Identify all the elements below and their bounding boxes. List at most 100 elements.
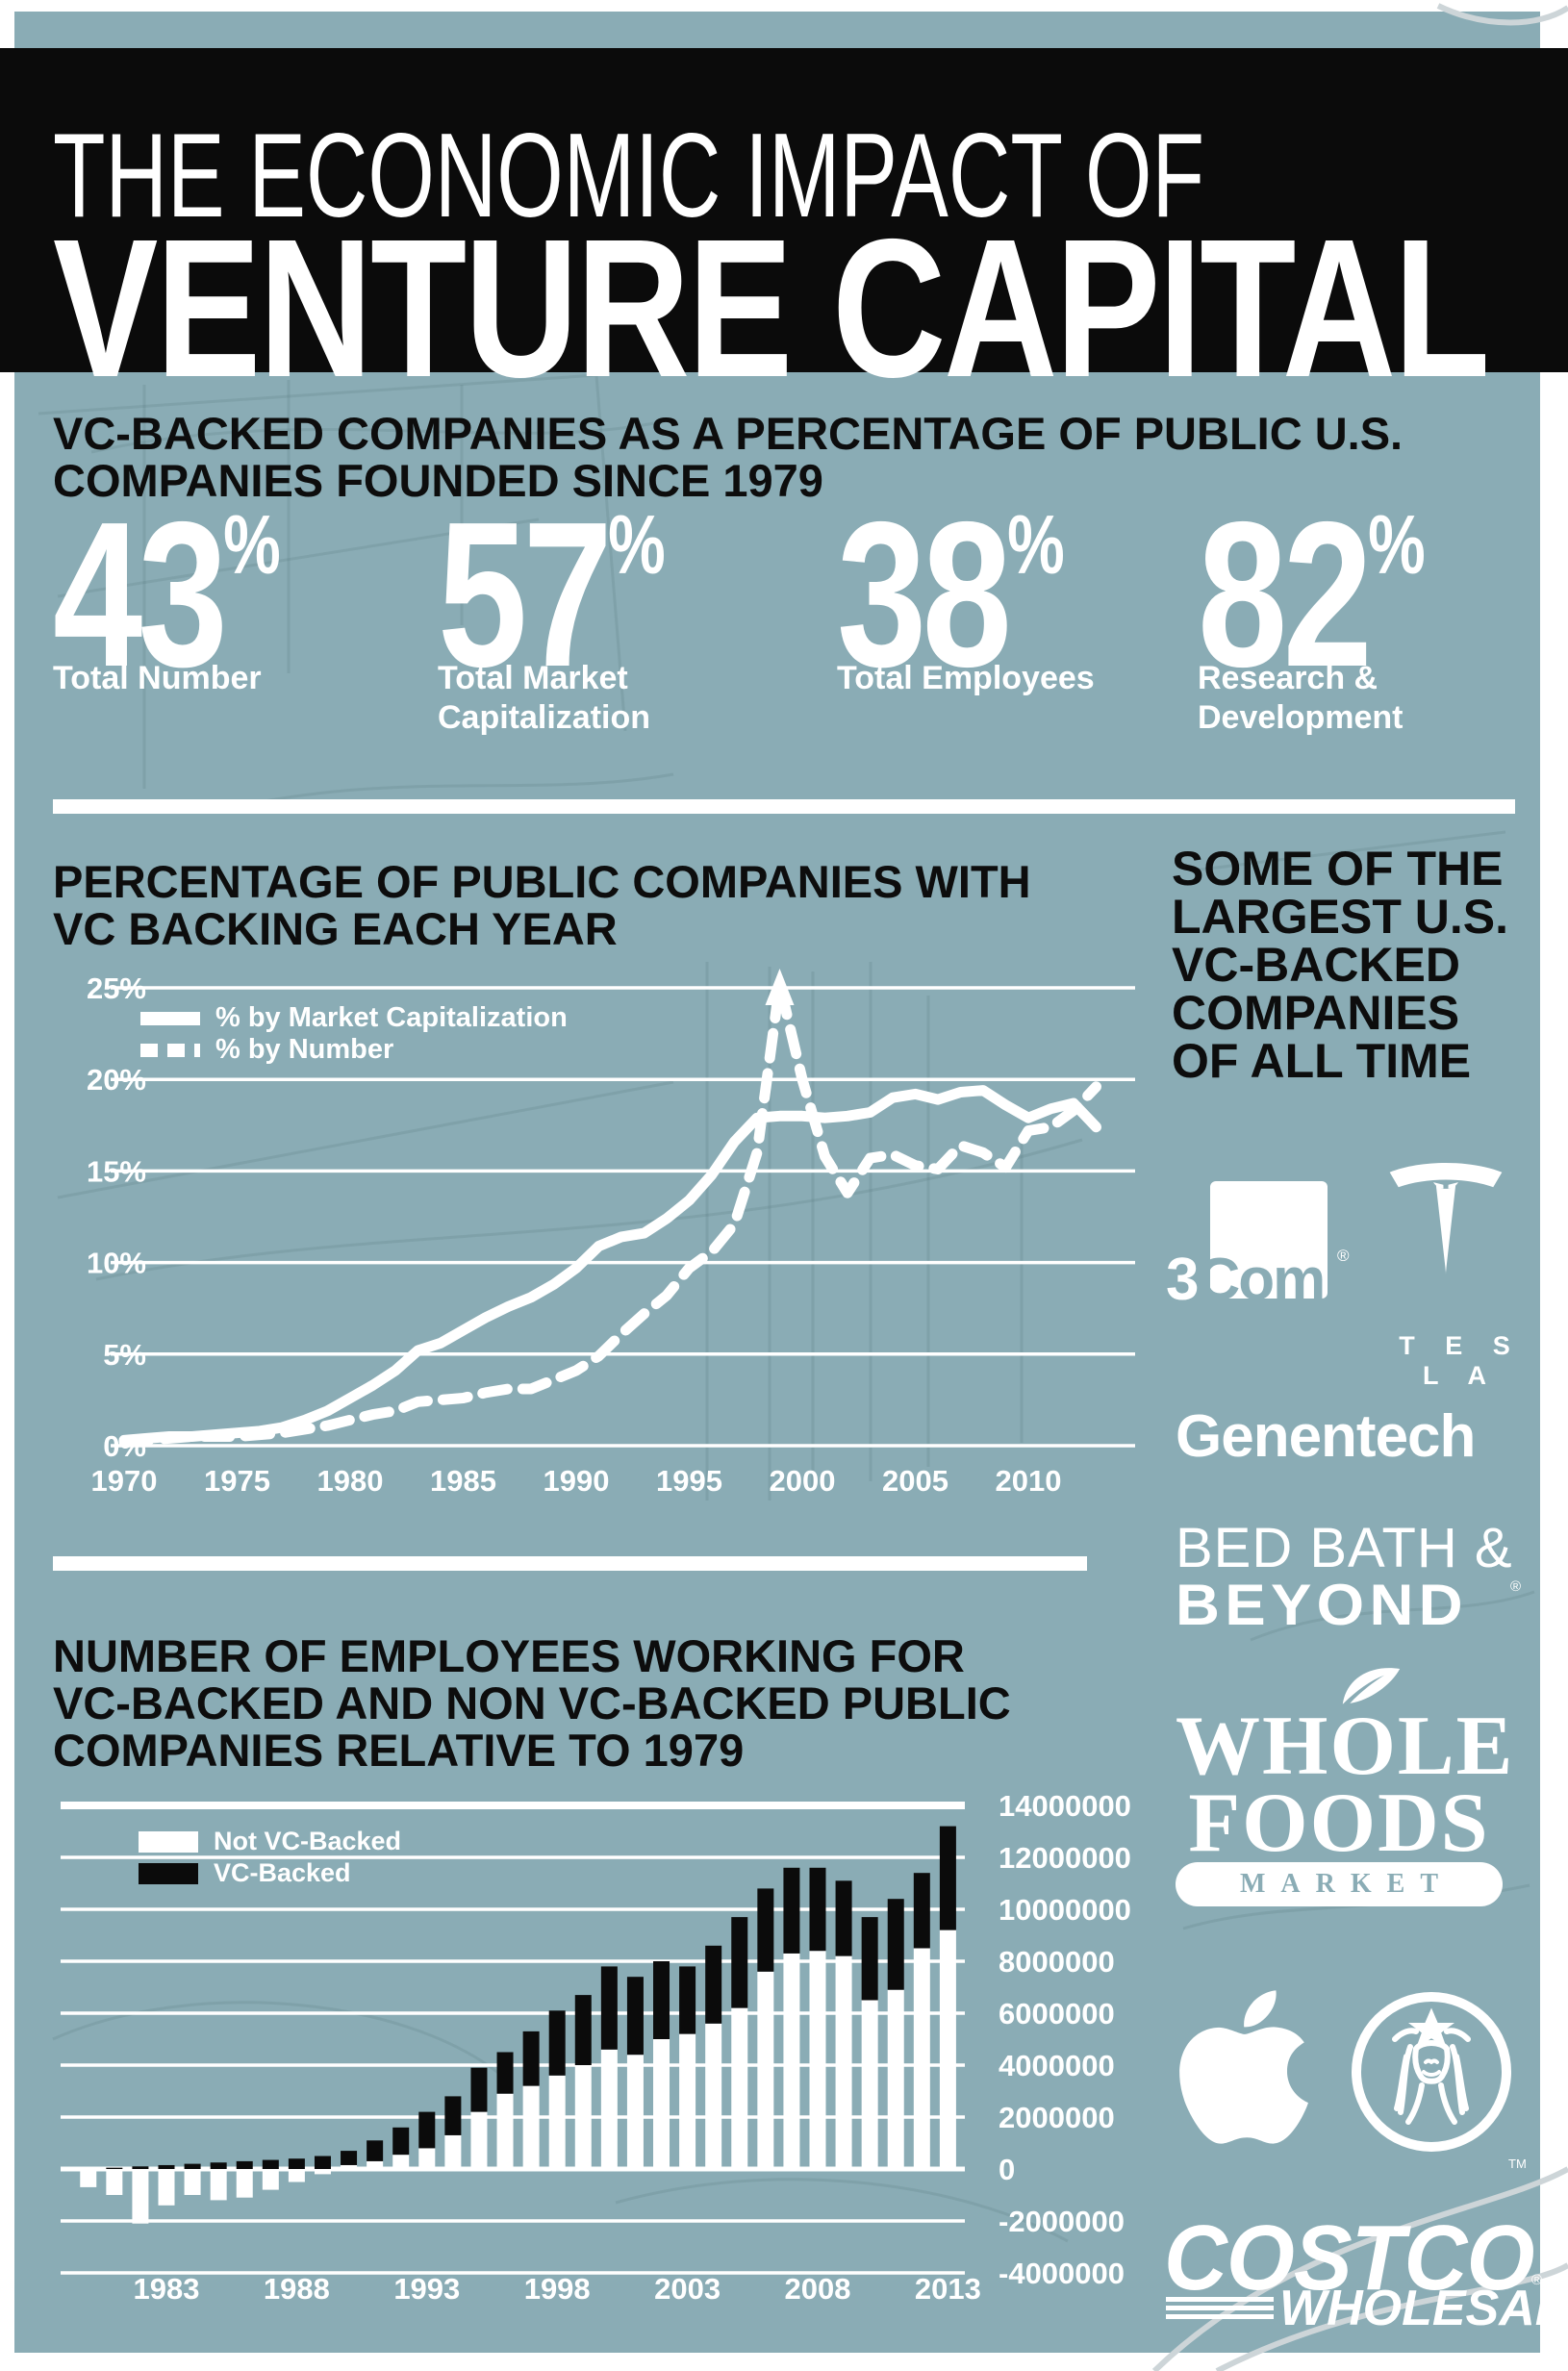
bar-chart-title-line-1: NUMBER OF EMPLOYEES WORKING FOR [53, 1630, 965, 1681]
threecom-logo: 3Com [1166, 1247, 1326, 1313]
threecom-wordmark-3: 3 [1166, 1247, 1200, 1313]
bedbath-line-1: BED BATH & [1176, 1517, 1513, 1579]
stat-label: Total Number [53, 660, 262, 696]
starbucks-logo-icon [1352, 1992, 1511, 2152]
stat-value: 43% [53, 478, 281, 710]
bedbath-registered-mark: ® [1510, 1578, 1522, 1595]
costco-wholesale-text: WHOLESALE [1279, 2281, 1568, 2336]
svg-text:8000000: 8000000 [999, 1945, 1115, 1979]
svg-text:2010: 2010 [996, 1464, 1062, 1498]
costco-wordmark: COSTCO [1164, 2207, 1534, 2309]
bedbath-line-2: BEYOND [1176, 1573, 1468, 1637]
legend-label-market-cap: % by Market Capitalization [215, 1002, 568, 1033]
genentech-logo: Genentech [1176, 1403, 1476, 1470]
sidebar-heading-line-3: VC-BACKED [1172, 938, 1460, 992]
legend-solid-line-swatch [140, 1011, 200, 1025]
stat-value: 82% [1198, 478, 1426, 710]
wholefoods-line-1: WHOLE [1176, 1700, 1515, 1793]
bar-chart: 14000000 12000000 10000000 8000000 6000000 40… [61, 1789, 1131, 2306]
header-banner: THE ECONOMIC IMPACT OF VENTURE CAPITAL [0, 48, 1568, 407]
percent-sign: % [223, 499, 281, 592]
costco-stripe [1166, 2314, 1274, 2319]
stat-label: Total Employees [837, 660, 1095, 696]
stat-label: Development [1198, 699, 1404, 736]
svg-text:2000: 2000 [770, 1464, 836, 1498]
apple-logo-icon [1179, 1990, 1308, 2144]
svg-text:14000000: 14000000 [999, 1789, 1131, 1823]
line-chart: 25%20%15%10%5%0%1970 1975 1980 1985 1990 1995… [87, 969, 1135, 1498]
svg-text:-2000000: -2000000 [999, 2205, 1125, 2238]
svg-text:2003: 2003 [654, 2272, 721, 2306]
stat-total-number: 43% Total Number [53, 491, 345, 698]
title-line-2: VENTURE CAPITAL [53, 198, 1490, 418]
svg-text:4000000: 4000000 [999, 2049, 1115, 2082]
svg-text:5%: 5% [103, 1338, 146, 1372]
svg-text:2008: 2008 [785, 2272, 851, 2306]
legend-label-not-vc: Not VC-Backed [214, 1827, 402, 1855]
stat-total-employees: 38% Total Employees [837, 491, 1129, 698]
tesla-logo-icon [1389, 1163, 1503, 1275]
svg-text:1995: 1995 [656, 1464, 722, 1498]
percent-sign: % [1368, 499, 1426, 592]
svg-text:1985: 1985 [430, 1464, 496, 1498]
costco-stripe [1166, 2306, 1274, 2310]
svg-text:2005: 2005 [882, 1464, 948, 1498]
bar-chart-title-line-2: VC-BACKED AND NON VC-BACKED PUBLIC [53, 1677, 1011, 1728]
svg-text:1993: 1993 [393, 2272, 460, 2306]
line-chart-title-line-1: PERCENTAGE OF PUBLIC COMPANIES WITH [53, 856, 1031, 907]
bar-chart-title-line-3: COMPANIES RELATIVE TO 1979 [53, 1725, 745, 1776]
svg-text:2000000: 2000000 [999, 2101, 1115, 2134]
wholefoods-market-pill: MARKET [1176, 1862, 1503, 1906]
intro-heading-line-2: COMPANIES FOUNDED SINCE 1979 [53, 455, 823, 506]
line-chart-legend: % by Market Capitalization % by Number [140, 1002, 568, 1066]
line-chart-title-line-2: VC BACKING EACH YEAR [53, 903, 618, 954]
svg-text:6000000: 6000000 [999, 1997, 1115, 2030]
svg-text:12000000: 12000000 [999, 1841, 1131, 1875]
svg-text:-4000000: -4000000 [999, 2257, 1125, 2290]
svg-text:10000000: 10000000 [999, 1893, 1131, 1927]
svg-text:1990: 1990 [544, 1464, 610, 1498]
stat-research-development: 82% Research & Development [1198, 491, 1490, 738]
threecom-wordmark-com: Com [1197, 1247, 1326, 1313]
title-line-1: THE ECONOMIC IMPACT OF [53, 110, 1205, 242]
stat-label: Capitalization [438, 699, 651, 736]
bar-chart-legend: Not VC-Backed VC-Backed [138, 1826, 402, 1889]
threecom-logo-square [1210, 1181, 1328, 1299]
wholefoods-leaf-icon [1342, 1668, 1401, 1704]
sidebar-heading-line-1: SOME OF THE [1172, 842, 1504, 895]
percent-sign: % [608, 499, 666, 592]
svg-text:1975: 1975 [204, 1464, 270, 1498]
costco-stripe [1166, 2297, 1274, 2302]
svg-text:15%: 15% [87, 1154, 146, 1188]
percent-sign: % [1007, 499, 1065, 592]
sidebar-heading-line-4: COMPANIES [1172, 986, 1460, 1040]
svg-text:1970: 1970 [91, 1464, 158, 1498]
svg-text:2013: 2013 [915, 2272, 981, 2306]
stat-value: 57% [438, 478, 666, 710]
legend-label-number: % by Number [215, 1034, 394, 1065]
stat-value: 38% [837, 478, 1065, 710]
legend-label-vc: VC-Backed [214, 1858, 351, 1887]
svg-text:1998: 1998 [524, 2272, 591, 2306]
stat-label: Total Market [438, 660, 628, 696]
sidebar-heading-line-2: LARGEST U.S. [1172, 890, 1509, 944]
legend-vc-swatch [139, 1862, 198, 1884]
svg-text:25%: 25% [87, 971, 146, 1005]
threecom-registered-mark: ® [1337, 1247, 1350, 1265]
wholefoods-line-2: FOODS [1188, 1777, 1490, 1870]
tesla-wordmark: T E S L A [1399, 1331, 1522, 1390]
svg-text:1983: 1983 [134, 2272, 200, 2306]
stat-label: Research & [1198, 660, 1378, 696]
costco-registered-mark: ® [1531, 2272, 1543, 2288]
svg-text:1980: 1980 [317, 1464, 384, 1498]
svg-text:20%: 20% [87, 1063, 146, 1097]
svg-text:10%: 10% [87, 1247, 146, 1280]
legend-not-vc-swatch [138, 1829, 199, 1854]
svg-text:1988: 1988 [264, 2272, 330, 2306]
wholefoods-market-text: MARKET [1240, 1869, 1454, 1899]
svg-text:0: 0 [999, 2153, 1015, 2186]
starbucks-tm-mark: TM [1508, 2157, 1527, 2171]
intro-heading-line-1: VC-BACKED COMPANIES AS A PERCENTAGE OF P… [53, 408, 1404, 459]
section-divider-top [53, 799, 1515, 814]
